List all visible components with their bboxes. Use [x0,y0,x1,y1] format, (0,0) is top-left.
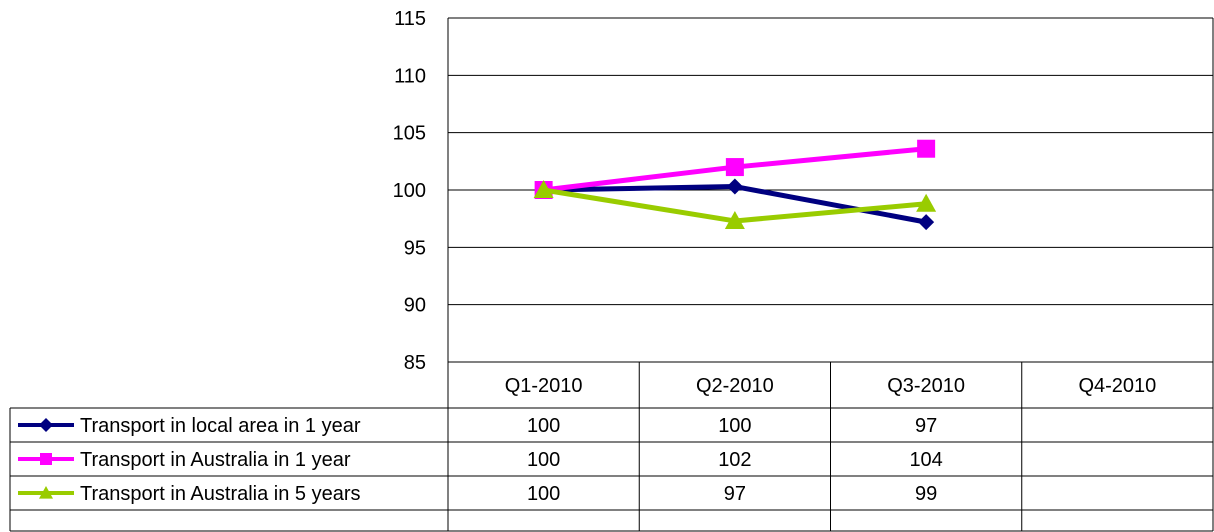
table-value-transport-in-australia-in-1-year-q3-2010: 104 [909,449,942,471]
data-point-transport-in-australia-in-5-years-q2-2010 [724,210,745,229]
data-point-transport-in-local-area-in-1-year-q3-2010 [918,214,935,231]
y-tick-label-95: 95 [404,237,426,259]
y-tick-label-105: 105 [393,123,426,145]
table-value-transport-in-australia-in-1-year-q2-2010: 102 [718,449,751,471]
category-label-q4-2010: Q4-2010 [1078,375,1156,397]
data-point-transport-in-australia-in-1-year-q2-2010 [725,158,744,177]
data-point-transport-in-australia-in-5-years-q3-2010 [916,193,937,212]
data-point-transport-in-local-area-in-1-year-q2-2010 [726,178,743,195]
legend-label-transport-in-australia-in-5-years: Transport in Australia in 5 years [80,483,361,505]
legend-label-transport-in-australia-in-1-year: Transport in Australia in 1 year [80,449,351,471]
category-label-q1-2010: Q1-2010 [505,375,583,397]
legend-label-transport-in-local-area-in-1-year: Transport in local area in 1 year [80,415,361,437]
table-value-transport-in-australia-in-5-years-q2-2010: 97 [724,483,746,505]
table-value-transport-in-local-area-in-1-year-q2-2010: 100 [718,415,751,437]
y-axis: 85 90 95 100 105 110 115 [393,8,426,374]
series-lines [533,139,937,231]
data-point-transport-in-australia-in-5-years-q1-2010 [533,180,554,198]
data-table: Q1-2010 Q2-2010 Q3-2010 Q4-2010 Transport in… [9,362,1213,532]
category-label-q3-2010: Q3-2010 [887,375,965,397]
legend-marker-transport-in-local-area-in-1-year [39,418,53,432]
y-tick-label-100: 100 [393,180,426,202]
table-value-transport-in-australia-in-5-years-q3-2010: 99 [915,483,937,505]
table-value-transport-in-australia-in-5-years-q1-2010: 100 [527,483,560,505]
category-label-q2-2010: Q2-2010 [696,375,774,397]
y-tick-label-110: 110 [394,65,426,87]
table-value-transport-in-local-area-in-1-year-q3-2010: 97 [915,415,937,437]
table-value-transport-in-local-area-in-1-year-q1-2010: 100 [527,415,560,437]
y-tick-label-85: 85 [404,352,426,374]
legend-marker-transport-in-australia-in-1-year [40,453,52,465]
table-value-transport-in-australia-in-1-year-q1-2010: 100 [527,449,560,471]
data-point-transport-in-australia-in-1-year-q3-2010 [917,139,936,158]
legend-marker-transport-in-australia-in-5-years [39,486,53,499]
y-tick-label-90: 90 [404,295,426,317]
y-tick-label-115: 115 [394,8,426,30]
